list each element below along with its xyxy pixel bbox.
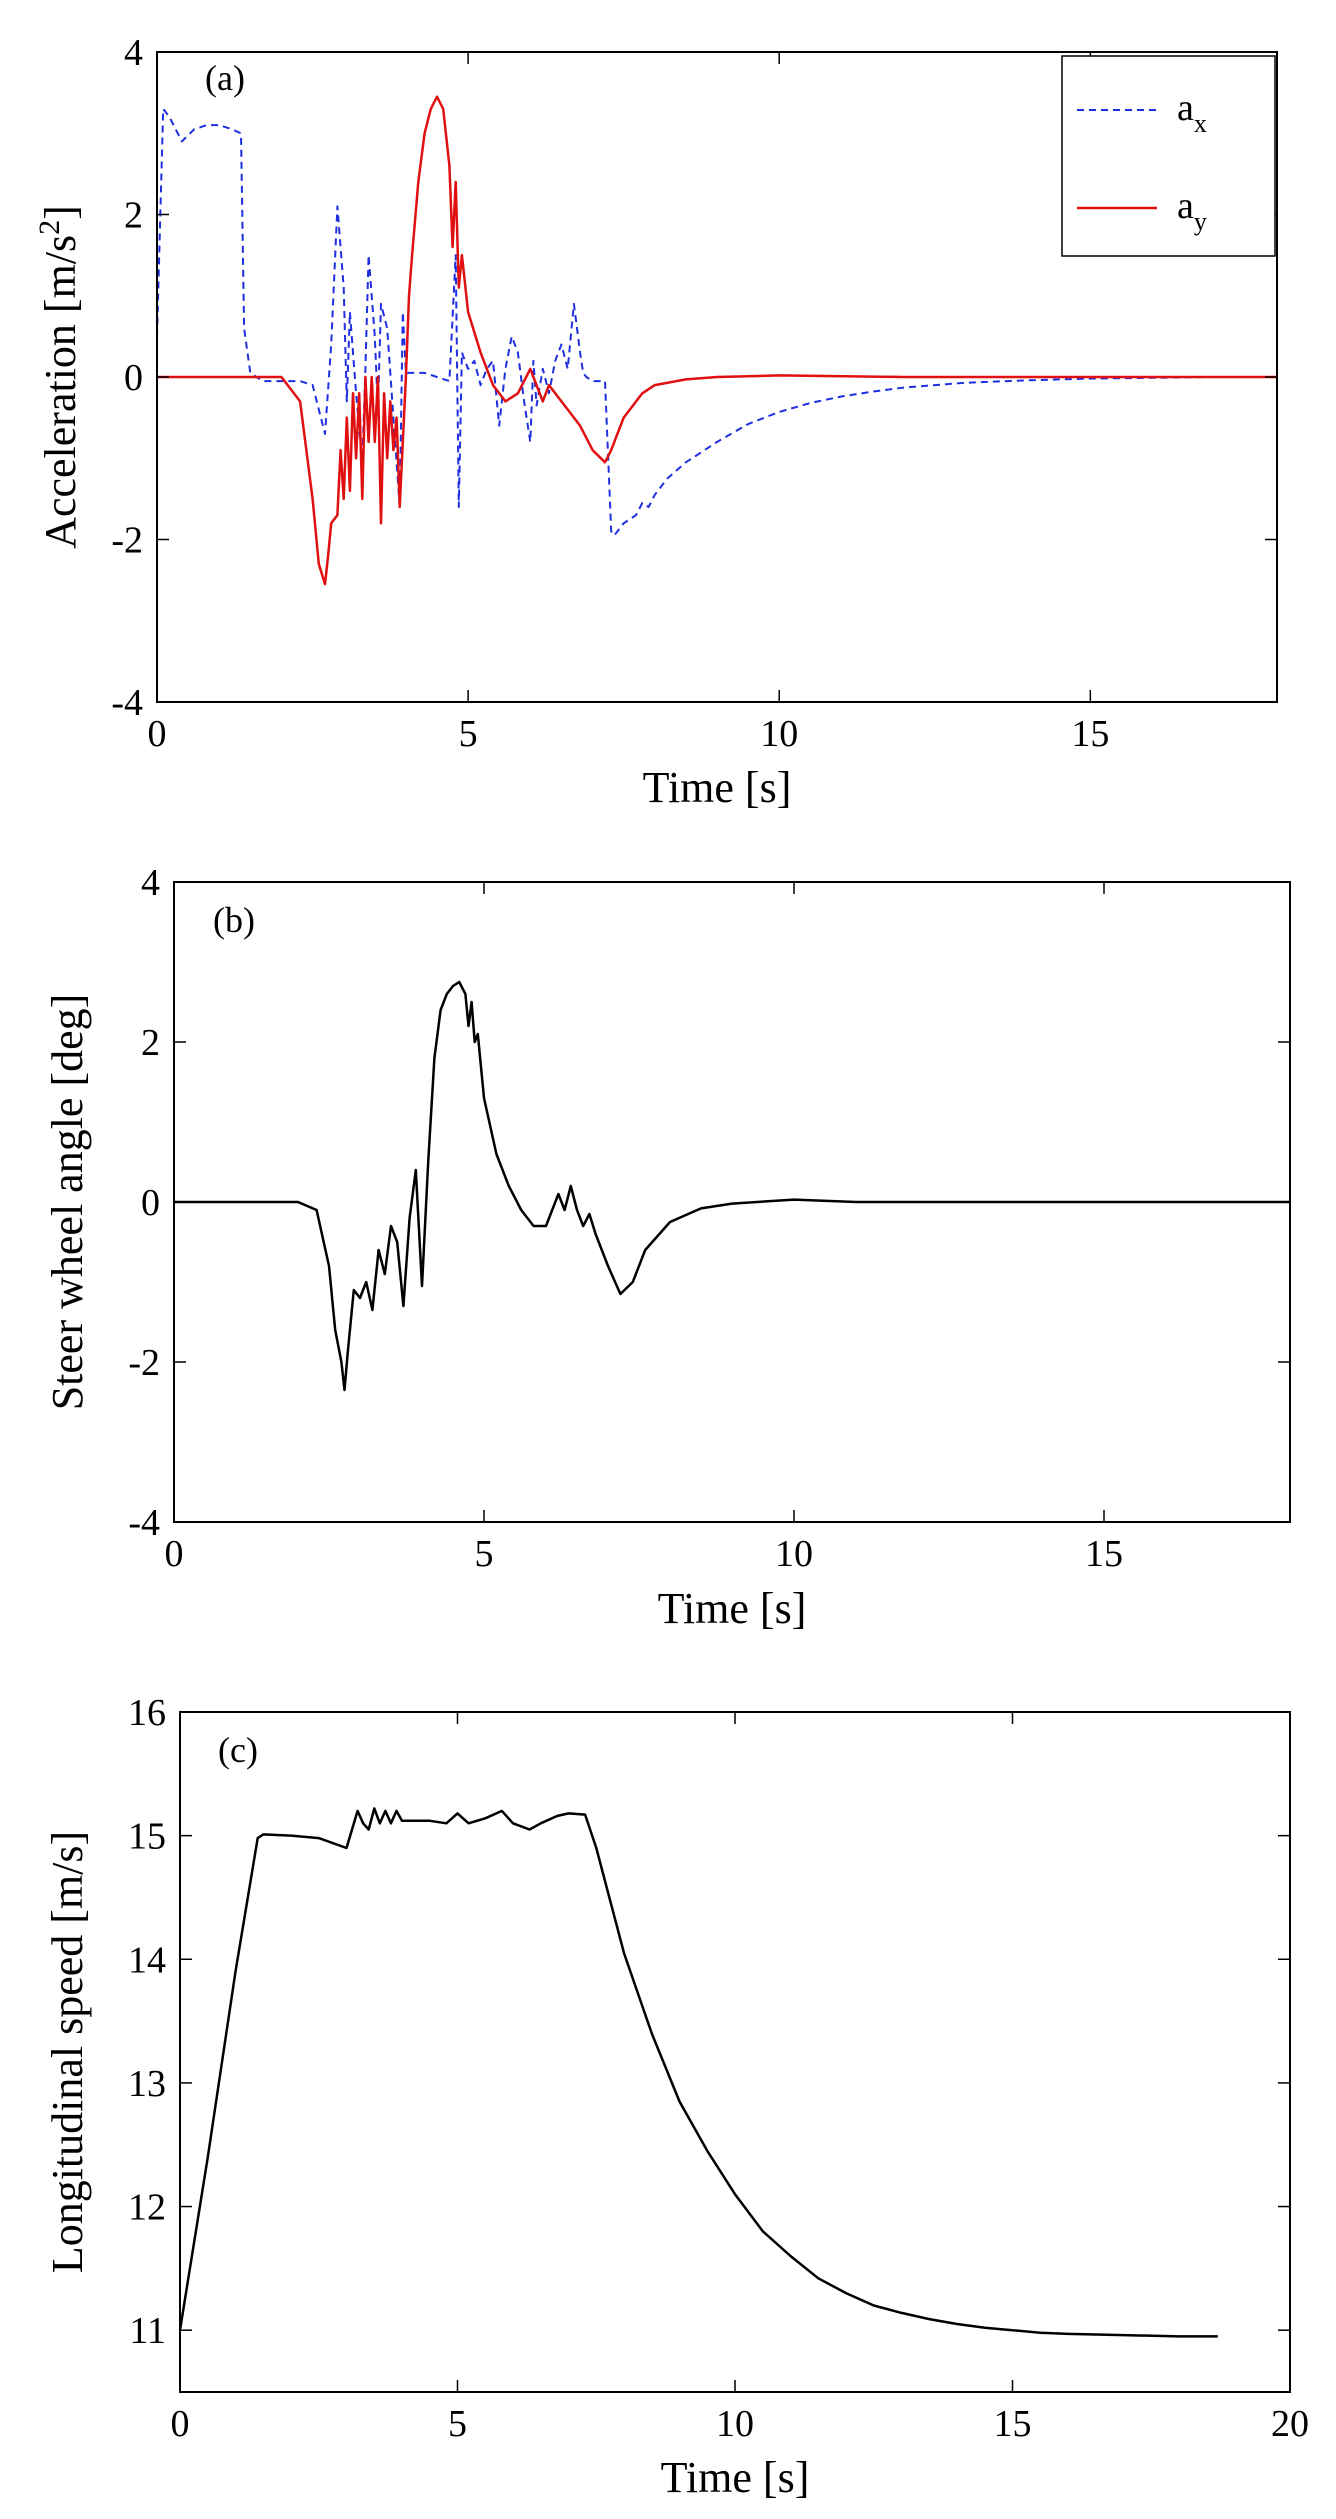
acceleration-panel-label: (a) — [205, 58, 245, 98]
legend-ay-label: ay — [1177, 185, 1207, 236]
speed-panel: 0 5 10 15 20 11 12 13 14 15 16 (c) Time [s] Longit… — [43, 1692, 1309, 2502]
steer-angle-x-axis-label: Time [s] — [658, 1584, 807, 1633]
acceleration-y-tick-label: 2 — [124, 195, 143, 237]
speed-x-tick-label: 10 — [716, 2403, 754, 2445]
speed-y-tick-label: 11 — [129, 2310, 166, 2352]
acceleration-y-tick-label: -4 — [111, 682, 143, 724]
speed-y-tick-label: 14 — [128, 1939, 166, 1981]
legend-box — [1061, 55, 1276, 257]
steer-angle-y-tick-label: -2 — [128, 1342, 160, 1384]
speed-y-tick-label: 15 — [128, 1816, 166, 1858]
steer-angle-ticks: 0 5 10 15 -4 -2 0 2 4 — [128, 862, 1290, 1575]
acceleration-legend: ax ay — [1061, 55, 1276, 257]
acceleration-x-tick-label: 0 — [148, 713, 167, 755]
speed-y-tick-label: 13 — [128, 2063, 166, 2105]
speed-x-tick-label: 20 — [1271, 2403, 1309, 2445]
speed-x-tick-label: 0 — [171, 2403, 190, 2445]
steer-angle-panel-label: (b) — [213, 900, 255, 940]
acceleration-x-tick-label: 5 — [459, 713, 478, 755]
steer-angle-y-tick-label: 0 — [141, 1182, 160, 1224]
steer-angle-x-tick-label: 10 — [775, 1533, 813, 1575]
acceleration-y-tick-label: -2 — [111, 520, 143, 562]
acceleration-series-a-y-line — [157, 95, 1277, 586]
speed-y-tick-label: 12 — [128, 2187, 166, 2229]
speed-x-axis-label: Time [s] — [661, 2453, 810, 2502]
acceleration-y-axis-label: Acceleration [m/s2] — [33, 205, 85, 549]
speed-ticks: 0 5 10 15 20 11 12 13 14 15 16 — [128, 1692, 1309, 2445]
acceleration-series — [156, 95, 1277, 586]
steer-angle-y-tick-label: 4 — [141, 862, 160, 904]
speed-series — [178, 1807, 1218, 2338]
speed-x-tick-label: 5 — [448, 2403, 467, 2445]
steer-angle-y-tick-label: 2 — [141, 1022, 160, 1064]
acceleration-series-a-x-line — [156, 107, 1277, 537]
steer-angle-x-tick-label: 0 — [165, 1533, 184, 1575]
acceleration-panel: 0 5 10 15 -4 -2 0 2 4 (a) Time [s] Acceleration … — [33, 32, 1278, 812]
acceleration-y-tick-label: 4 — [124, 32, 143, 74]
speed-panel-label: (c) — [218, 1730, 258, 1770]
acceleration-y-tick-label: 0 — [124, 357, 143, 399]
steer-angle-y-tick-label: -4 — [128, 1502, 160, 1544]
steer-angle-x-tick-label: 15 — [1085, 1533, 1123, 1575]
speed-x-tick-label: 15 — [994, 2403, 1032, 2445]
steer-angle-series-0-line — [174, 980, 1290, 1392]
acceleration-x-axis-label: Time [s] — [643, 763, 792, 812]
legend-ax-label: ax — [1177, 87, 1207, 138]
steer-angle-x-tick-label: 5 — [475, 1533, 494, 1575]
speed-series-0-line — [178, 1807, 1218, 2338]
speed-y-axis-label: Longitudinal speed [m/s] — [43, 1831, 92, 2273]
steer-angle-series — [174, 980, 1290, 1392]
acceleration-x-tick-label: 10 — [760, 713, 798, 755]
steer-angle-panel: 0 5 10 15 -4 -2 0 2 4 (b) Time [s] Steer wheel a… — [43, 862, 1291, 1633]
steer-angle-y-axis-label: Steer wheel angle [deg] — [43, 994, 92, 1411]
acceleration-ticks: 0 5 10 15 -4 -2 0 2 4 — [111, 32, 1277, 755]
speed-y-tick-label: 16 — [128, 1692, 166, 1734]
acceleration-x-tick-label: 15 — [1071, 713, 1109, 755]
